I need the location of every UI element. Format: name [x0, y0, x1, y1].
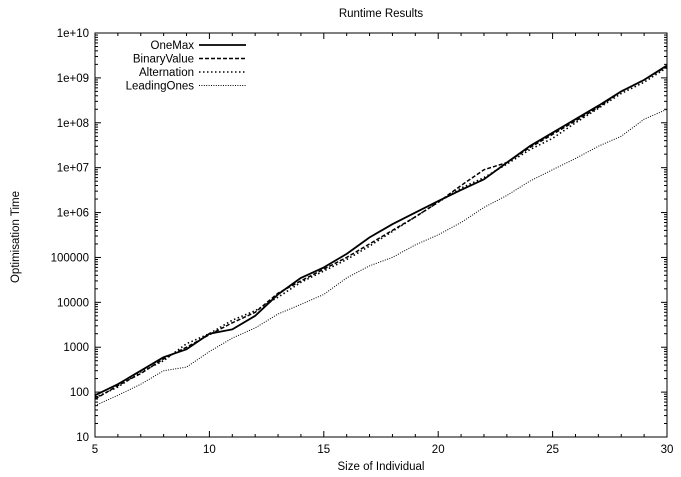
- x-tick-label: 10: [203, 444, 216, 456]
- y-tick-label: 1e+08: [57, 118, 89, 130]
- plot-frame: [94, 32, 668, 438]
- y-tick-label: 100: [70, 387, 89, 399]
- x-tick-label: 25: [546, 444, 559, 456]
- series-line-alternation: [94, 66, 668, 399]
- legend-label: OneMax: [151, 40, 195, 52]
- y-tick-label: 100000: [51, 252, 89, 264]
- x-axis-label: Size of Individual: [338, 461, 425, 473]
- y-tick-labels: 10 100 1000 10000 100000 1e+06 1e+07 1e+08 1e+09…: [51, 28, 89, 444]
- legend-label: BinaryValue: [133, 54, 194, 66]
- series-line-leadingones: [94, 108, 668, 407]
- x-tick-label: 30: [661, 444, 674, 456]
- y-tick-label: 1e+09: [57, 73, 89, 85]
- x-tick-label: 5: [92, 444, 98, 456]
- y-tick-label: 10000: [57, 297, 89, 309]
- x-tick-label: 15: [317, 444, 330, 456]
- y-tick-label: 1000: [63, 342, 89, 354]
- y-axis-label: Optimisation Time: [10, 191, 22, 283]
- x-tick-labels: 5 10 15 20 25 30: [92, 444, 674, 456]
- y-tick-label: 1e+06: [57, 208, 89, 220]
- axis-ticks: [94, 32, 668, 438]
- legend-label: LeadingOnes: [126, 81, 195, 93]
- series-lines: [94, 64, 668, 407]
- x-tick-label: 20: [432, 444, 445, 456]
- series-line-binaryvalue: [94, 65, 668, 400]
- series-line-onemax: [94, 64, 668, 397]
- chart-title: Runtime Results: [339, 8, 424, 20]
- y-tick-label: 10: [76, 432, 89, 444]
- legend-label: Alternation: [139, 67, 194, 79]
- y-tick-label: 1e+10: [57, 28, 89, 40]
- y-tick-label: 1e+07: [57, 163, 89, 175]
